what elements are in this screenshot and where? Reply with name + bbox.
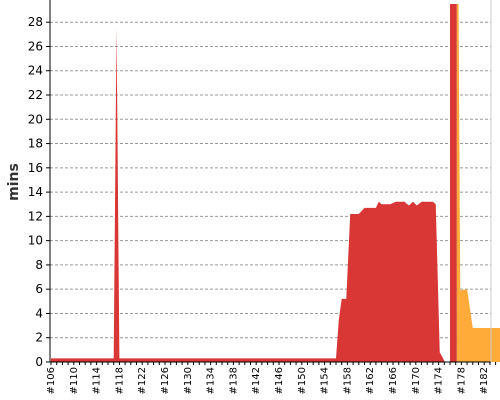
y-tick-label: 2	[35, 331, 43, 345]
x-tick-label: #182	[479, 367, 490, 394]
x-tick-label: #110	[69, 367, 80, 394]
series-area-1	[450, 4, 457, 362]
x-tick-label: #134	[206, 367, 217, 394]
y-tick-label: 22	[28, 88, 43, 102]
x-tick-label: #106	[46, 367, 57, 394]
x-tick-label: #118	[114, 367, 125, 394]
y-tick-label: 16	[28, 161, 43, 175]
x-tick-label: #178	[456, 367, 467, 394]
x-tick-label: #170	[411, 367, 422, 394]
series-area-2	[456, 4, 500, 362]
y-tick-label: 10	[28, 234, 43, 248]
x-tick-label: #122	[137, 367, 148, 394]
axes	[46, 0, 497, 365]
y-tick-label: 26	[28, 39, 43, 53]
x-tick-label: #154	[320, 367, 331, 394]
y-tick-label: 6	[35, 282, 43, 296]
series-area-0	[51, 28, 445, 363]
x-tick-label: #130	[183, 367, 194, 394]
x-tick-label: #146	[274, 367, 285, 394]
y-tick-label: 18	[28, 137, 43, 151]
y-axis-label: mins	[6, 163, 22, 201]
x-tick-label: #174	[434, 367, 445, 394]
x-tick-label: #126	[160, 367, 171, 394]
y-tick-label: 0	[35, 355, 43, 369]
y-tick-label: 24	[28, 64, 43, 78]
x-tick-label: #138	[228, 367, 239, 394]
y-tick-label: 12	[28, 209, 43, 223]
x-tick-label: #114	[92, 367, 103, 394]
y-tick-label: 20	[28, 112, 43, 126]
y-tick-label: 8	[35, 258, 43, 272]
x-tick-labels: #106 #110 #114 #118 #122 #126 #130 #134 #138 #142…	[46, 367, 490, 394]
x-tick-label: #142	[251, 367, 262, 394]
y-tick-label: 28	[28, 15, 43, 29]
x-tick-label: #162	[365, 367, 376, 394]
x-tick-label: #158	[342, 367, 353, 394]
x-tick-label: #150	[297, 367, 308, 394]
series-areas	[51, 4, 500, 363]
y-tick-label: 14	[28, 185, 43, 199]
x-tick-label: #166	[388, 367, 399, 394]
y-tick-label: 4	[35, 306, 43, 320]
